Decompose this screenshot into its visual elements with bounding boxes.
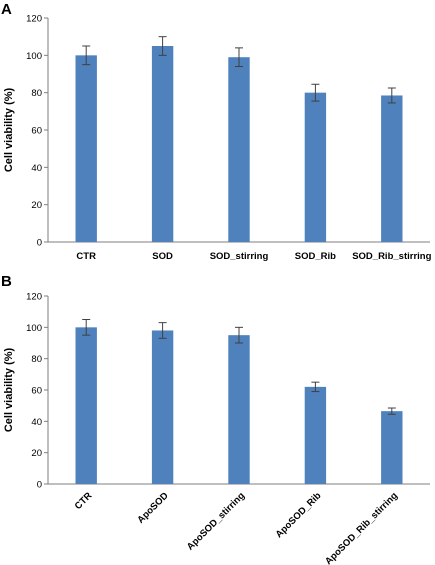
panel-letter-b: B [1, 273, 12, 290]
x-category-label: SOD_Rib [295, 251, 336, 262]
bar [381, 411, 403, 484]
y-tick-label: 80 [31, 354, 42, 365]
y-tick-label: 40 [31, 163, 42, 174]
bar [75, 327, 97, 484]
y-tick-label: 120 [26, 14, 42, 25]
bar [75, 55, 97, 243]
x-category-label: ApoSOD_Rib [274, 490, 324, 540]
y-tick-label: 20 [31, 200, 42, 211]
y-tick-label: 0 [37, 238, 42, 249]
y-tick-label: 0 [37, 480, 42, 491]
x-category-label: ApoSOD_Rib_stirring [323, 490, 400, 565]
chart-panel-a: A Cell viability (%) 0 20 40 60 80 100 120 CTR S… [1, 1, 432, 262]
x-category-label: SOD_stirring [210, 251, 269, 262]
bar [304, 386, 327, 484]
bar [228, 57, 250, 243]
y-axis-label-b: Cell viability (%) [3, 347, 15, 432]
y-tick-label: 120 [26, 292, 42, 303]
x-category-label: CTR [73, 490, 95, 512]
bar [381, 95, 403, 242]
chart-panel-b: B Cell viability (%) 0 20 40 60 80 100 120 CTR A… [1, 273, 430, 565]
x-category-label: CTR [76, 251, 96, 262]
y-axis-label-a: Cell viability (%) [3, 87, 15, 172]
y-tick-label: 80 [31, 88, 42, 99]
panel-letter-a: A [1, 1, 12, 18]
y-tick-label: 20 [31, 448, 42, 459]
x-category-label: SOD [152, 251, 173, 262]
bar [228, 335, 250, 484]
y-tick-label: 40 [31, 417, 42, 428]
x-category-label: SOD_Rib_stirring [352, 251, 431, 262]
y-tick-label: 100 [26, 323, 42, 334]
y-tick-label: 100 [26, 51, 42, 62]
x-category-label: ApoSOD [135, 490, 170, 525]
y-tick-label: 60 [31, 126, 42, 137]
y-tick-label: 60 [31, 386, 42, 397]
bar [151, 330, 174, 484]
bar [151, 46, 174, 242]
bar [304, 92, 327, 243]
x-category-label: ApoSOD_stirring [185, 490, 247, 552]
